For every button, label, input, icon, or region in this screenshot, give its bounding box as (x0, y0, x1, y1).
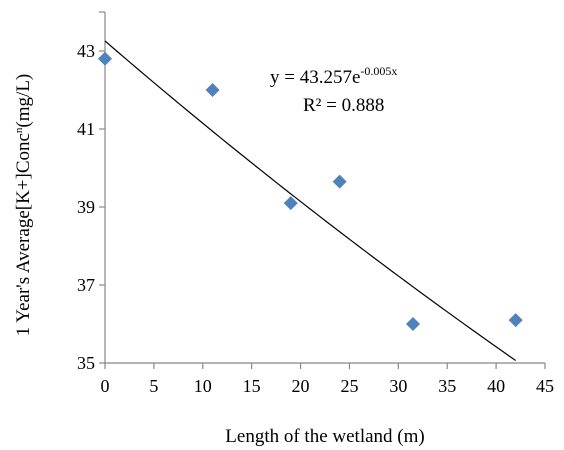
y-axis-label: 1 Year's Average[K+]Concn(mg/L) (13, 74, 34, 337)
y-tick-label: 41 (77, 119, 95, 139)
y-tick-label: 37 (77, 275, 95, 295)
y-tick-label: 39 (77, 197, 95, 217)
x-tick-label: 20 (292, 376, 310, 396)
x-tick-label: 40 (487, 376, 505, 396)
x-tick-label: 10 (194, 376, 212, 396)
x-tick-label: 25 (340, 376, 358, 396)
x-tick-label: 0 (101, 376, 110, 396)
y-tick-label: 35 (77, 353, 95, 373)
x-tick-label: 5 (149, 376, 158, 396)
y-tick-label: 43 (77, 41, 95, 61)
x-tick-label: 35 (438, 376, 456, 396)
x-axis-label: Length of the wetland (m) (225, 426, 424, 447)
x-tick-label: 45 (536, 376, 554, 396)
x-tick-label: 15 (243, 376, 261, 396)
x-tick-label: 30 (389, 376, 407, 396)
r-squared-label: R² = 0.888 (303, 95, 384, 116)
